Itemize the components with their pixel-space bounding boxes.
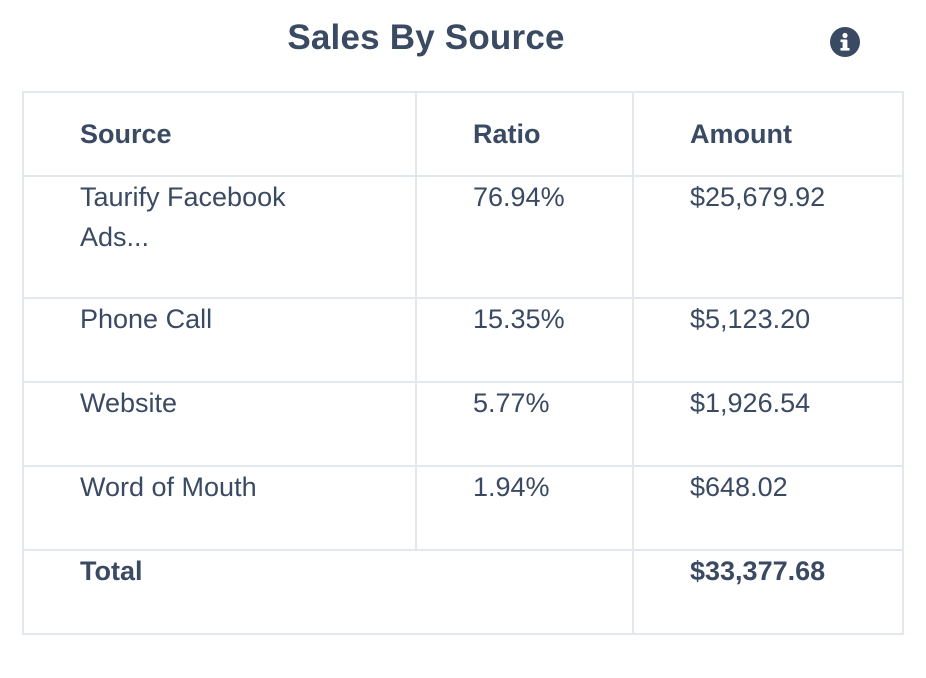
amount-cell: $648.02: [632, 465, 904, 551]
table-row: Taurify Facebook Ads... 76.94% $25,679.9…: [22, 175, 904, 299]
table-row: Phone Call 15.35% $5,123.20: [22, 297, 904, 383]
column-header-ratio[interactable]: Ratio: [415, 91, 634, 177]
amount-cell: $5,123.20: [632, 297, 904, 383]
ratio-cell: 76.94%: [415, 175, 634, 299]
source-cell: Phone Call: [22, 297, 417, 383]
sales-table: Source Ratio Amount Taurify Facebook Ads…: [22, 91, 904, 635]
amount-cell: $1,926.54: [632, 381, 904, 467]
source-cell: Word of Mouth: [22, 465, 417, 551]
total-row: Total $33,377.68: [22, 549, 904, 635]
ratio-cell: 15.35%: [415, 297, 634, 383]
info-icon[interactable]: [830, 27, 860, 57]
source-cell: Website: [22, 381, 417, 467]
ratio-cell: 1.94%: [415, 465, 634, 551]
table-row: Word of Mouth 1.94% $648.02: [22, 465, 904, 551]
table-header-row: Source Ratio Amount: [22, 91, 904, 177]
column-header-amount[interactable]: Amount: [632, 91, 904, 177]
column-header-source[interactable]: Source: [22, 91, 417, 177]
ratio-cell: 5.77%: [415, 381, 634, 467]
total-label: Total: [22, 549, 634, 635]
source-cell: Taurify Facebook Ads...: [22, 175, 417, 299]
total-amount: $33,377.68: [632, 549, 904, 635]
table-row: Website 5.77% $1,926.54: [22, 381, 904, 467]
widget-title: Sales By Source: [287, 18, 565, 57]
amount-cell: $25,679.92: [632, 175, 904, 299]
